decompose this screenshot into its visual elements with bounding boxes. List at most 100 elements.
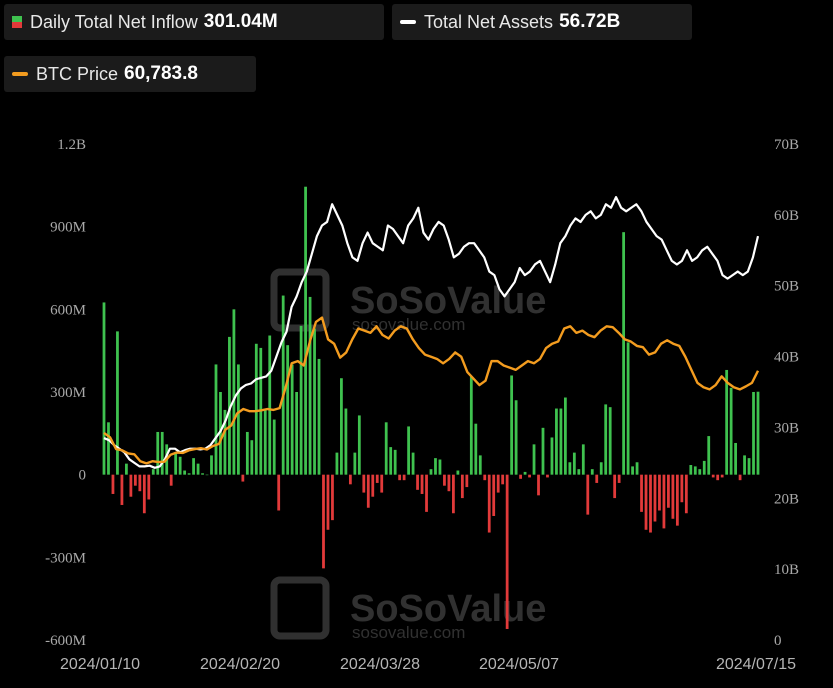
inflow-bar [537, 474, 540, 496]
inflow-bar [581, 444, 585, 475]
inflow-bar [402, 474, 406, 481]
x-axis: 2024/01/10 2024/02/20 2024/03/28 2024/05/07… [60, 656, 796, 673]
inflow-bar [425, 474, 428, 512]
inflow-bar [151, 469, 155, 475]
inflow-bar [411, 452, 415, 475]
inflow-bar [532, 444, 536, 475]
inflow-bar [662, 474, 666, 529]
x-tick-label: 2024/01/10 [60, 656, 140, 673]
inflow-bar [640, 474, 643, 512]
inflow-bar [317, 358, 321, 475]
inflow-bar [147, 474, 151, 500]
inflow-bar [438, 459, 442, 475]
inflow-bar [680, 474, 684, 503]
legend-total-net-assets[interactable]: Total Net Assets 56.72B [392, 4, 692, 40]
inflow-bar [241, 474, 245, 482]
inflow-bar [125, 463, 128, 475]
inflow-bar [107, 422, 110, 475]
inflow-bar [331, 474, 334, 521]
inflow-bar [313, 328, 316, 475]
inflow-bar [290, 364, 294, 475]
inflow-bar [192, 458, 195, 475]
inflow-bar [286, 345, 290, 475]
inflow-bar [205, 474, 209, 476]
inflow-bar [398, 474, 402, 481]
inflow-bar [550, 437, 554, 475]
x-tick-label: 2024/05/07 [479, 656, 559, 673]
inflow-bar [129, 474, 133, 497]
btc-price-line [103, 316, 760, 465]
inflow-bar [725, 369, 729, 475]
btc-legend-label: BTC Price [36, 63, 119, 84]
inflow-bar [201, 473, 204, 475]
assets-legend-label: Total Net Assets [424, 11, 554, 32]
inflow-bar [501, 474, 505, 485]
left-tick-label: 1.2B [57, 137, 86, 153]
inflow-bar [183, 470, 187, 475]
inflow-bar [631, 466, 634, 475]
right-tick-label: 0 [774, 633, 782, 649]
inflow-bar [644, 474, 648, 530]
right-tick-label: 70B [774, 137, 799, 153]
inflow-bar [102, 302, 106, 475]
inflow-bar [443, 474, 446, 486]
right-tick-label: 40B [774, 350, 799, 366]
inflow-bar [658, 474, 661, 511]
legend-inflow[interactable]: Daily Total Net Inflow 301.04M [4, 4, 384, 40]
inflow-bar [747, 458, 751, 475]
right-axis: 70B 60B 50B 40B 30B 20B 10B 0 [774, 137, 799, 649]
left-tick-label: 600M [50, 302, 86, 318]
inflow-bar [483, 474, 487, 481]
inflow-bar [160, 431, 164, 475]
inflow-bar [698, 469, 702, 475]
inflow-bar [460, 474, 464, 499]
inflow-bar [133, 474, 137, 486]
inflow-bar [568, 462, 572, 475]
inflow-legend-value: 301.04M [203, 11, 278, 32]
btc-legend-swatch [12, 72, 28, 76]
inflow-bar [219, 392, 222, 475]
inflow-bar [268, 335, 272, 475]
inflow-bar [335, 452, 339, 475]
inflow-bar [595, 474, 599, 483]
inflow-bar [371, 474, 375, 497]
inflow-bar [756, 391, 760, 475]
legend-btc-price[interactable]: BTC Price 60,783.8 [4, 56, 256, 92]
left-tick-label: 300M [50, 385, 86, 401]
inflow-bar [577, 469, 581, 475]
x-tick-label: 2024/03/28 [340, 656, 420, 673]
watermark-site: sosovalue.com [352, 623, 465, 642]
inflow-bar [142, 474, 146, 514]
inflow-bar [514, 400, 518, 475]
x-tick-label: 2024/02/20 [200, 656, 280, 673]
inflow-bar [599, 462, 603, 475]
inflow-legend-swatch [12, 16, 22, 28]
inflow-bar [357, 415, 361, 475]
inflow-bar [138, 474, 142, 492]
left-tick-label: -300M [45, 550, 86, 566]
inflow-bar [116, 331, 119, 475]
left-tick-label: 0 [79, 468, 87, 484]
inflow-bar [263, 408, 267, 475]
inflow-bar [743, 455, 746, 475]
watermark-brand: SoSoValue [350, 280, 546, 322]
inflow-bar [326, 474, 330, 530]
right-tick-label: 20B [774, 491, 799, 507]
right-tick-label: 60B [774, 208, 799, 224]
inflow-bar [416, 474, 419, 490]
inflow-bar [541, 427, 545, 475]
inflow-bar [689, 465, 693, 475]
inflow-bar [734, 442, 737, 475]
inflow-bar [429, 469, 433, 475]
right-tick-label: 50B [774, 279, 799, 295]
inflow-bar [559, 408, 563, 475]
inflow-bar [254, 343, 258, 475]
assets-legend-swatch [400, 20, 416, 24]
inflow-bar [563, 397, 567, 475]
inflow-bar [617, 474, 621, 483]
inflow-bar [407, 426, 410, 475]
inflow-bar [295, 392, 299, 475]
inflow-bar [702, 460, 706, 475]
